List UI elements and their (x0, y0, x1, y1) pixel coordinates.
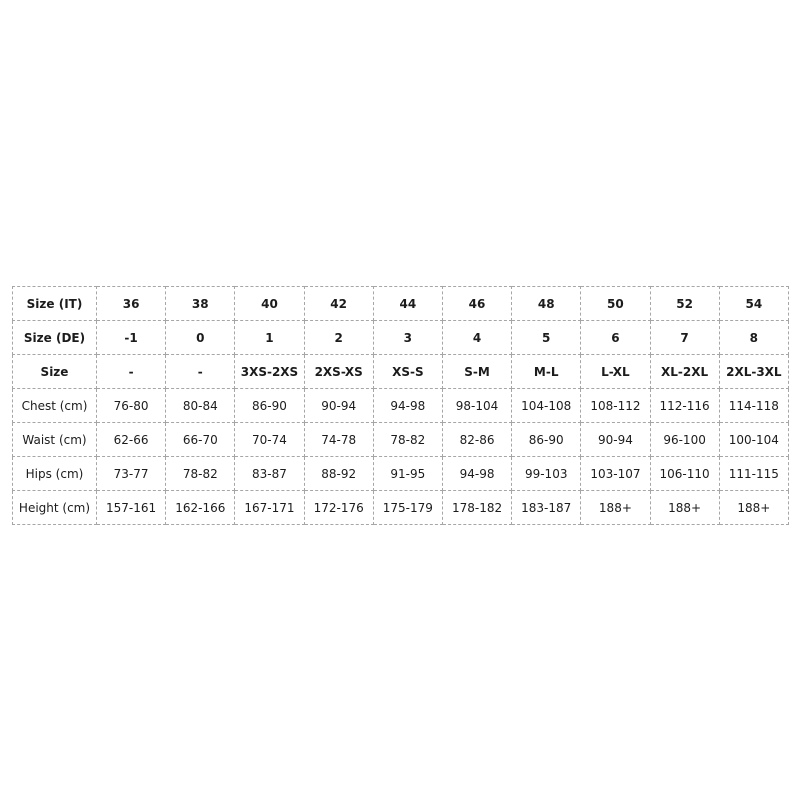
table-cell: XL-2XL (649, 354, 720, 389)
table-cell: 8 (718, 320, 790, 355)
table-cell: XS-S (372, 354, 443, 389)
table-cell: 90-94 (303, 388, 374, 423)
row-label: Hips (cm) (12, 456, 97, 491)
table-cell: 70-74 (234, 422, 305, 457)
table-cell: 178-182 (441, 490, 513, 525)
table-cell: 167-171 (234, 490, 305, 525)
size-chart-container: Size (IT) 36 38 40 42 44 46 48 50 52 54 Size (DE) -1… (12, 286, 790, 525)
table-cell: 66-70 (165, 422, 236, 457)
table-cell: 76-80 (95, 388, 167, 423)
table-cell: 3XS-2XS (234, 354, 305, 389)
table-cell: M-L (511, 354, 582, 389)
table-cell: 91-95 (372, 456, 443, 491)
table-cell: 188+ (580, 490, 651, 525)
row-label: Size (DE) (12, 320, 97, 355)
table-cell: 6 (580, 320, 651, 355)
table-cell: 78-82 (165, 456, 236, 491)
table-cell: 62-66 (95, 422, 167, 457)
table-cell: 103-107 (580, 456, 651, 491)
table-cell: 100-104 (718, 422, 790, 457)
table-cell: 104-108 (511, 388, 582, 423)
row-label: Size (12, 354, 97, 389)
row-label: Waist (cm) (12, 422, 97, 457)
table-cell: 5 (511, 320, 582, 355)
table-cell: 73-77 (95, 456, 167, 491)
table-cell: 94-98 (372, 388, 443, 423)
table-cell: 80-84 (165, 388, 236, 423)
size-table-body: Size (IT) 36 38 40 42 44 46 48 50 52 54 Size (DE) -1… (12, 286, 790, 525)
table-row: Chest (cm) 76-80 80-84 86-90 90-94 94-98 98-10… (12, 388, 790, 423)
table-cell: 78-82 (372, 422, 443, 457)
table-cell: 74-78 (303, 422, 374, 457)
table-row: Height (cm) 157-161 162-166 167-171 172-176 1… (12, 490, 790, 525)
table-cell: 36 (95, 286, 167, 321)
table-cell: 52 (649, 286, 720, 321)
table-cell: - (165, 354, 236, 389)
table-cell: 48 (511, 286, 582, 321)
table-cell: 157-161 (95, 490, 167, 525)
table-cell: -1 (95, 320, 167, 355)
table-cell: 175-179 (372, 490, 443, 525)
table-cell: 42 (303, 286, 374, 321)
size-chart-table: Size (IT) 36 38 40 42 44 46 48 50 52 54 Size (DE) -1… (12, 286, 790, 525)
table-cell: 111-115 (718, 456, 790, 491)
table-cell: 86-90 (234, 388, 305, 423)
table-cell: 44 (372, 286, 443, 321)
table-cell: 82-86 (441, 422, 513, 457)
table-cell: 99-103 (511, 456, 582, 491)
row-label: Chest (cm) (12, 388, 97, 423)
table-cell: 183-187 (511, 490, 582, 525)
row-label: Height (cm) (12, 490, 97, 525)
table-cell: 172-176 (303, 490, 374, 525)
table-cell: 96-100 (649, 422, 720, 457)
table-cell: 0 (165, 320, 236, 355)
table-cell: 98-104 (441, 388, 513, 423)
table-cell: 114-118 (718, 388, 790, 423)
table-cell: 188+ (649, 490, 720, 525)
table-cell: 88-92 (303, 456, 374, 491)
table-cell: 94-98 (441, 456, 513, 491)
table-cell: 38 (165, 286, 236, 321)
table-cell: 86-90 (511, 422, 582, 457)
table-cell: 2XL-3XL (718, 354, 790, 389)
table-row: Waist (cm) 62-66 66-70 70-74 74-78 78-82 82-86… (12, 422, 790, 457)
table-cell: S-M (441, 354, 513, 389)
table-cell: L-XL (580, 354, 651, 389)
table-row: Hips (cm) 73-77 78-82 83-87 88-92 91-95 94-98 9… (12, 456, 790, 491)
table-row: Size - -3XS-2XS 2XS-XS XS-S S-M M-L L-XL XL-2XL 2… (12, 354, 790, 389)
table-row: Size (IT) 36 38 40 42 44 46 48 50 52 54 (12, 286, 790, 321)
table-cell: 2XS-XS (303, 354, 374, 389)
table-cell: 108-112 (580, 388, 651, 423)
table-cell: 188+ (718, 490, 790, 525)
table-cell: 4 (441, 320, 513, 355)
table-cell: 7 (649, 320, 720, 355)
table-cell: - (95, 354, 167, 389)
table-cell: 106-110 (649, 456, 720, 491)
row-label: Size (IT) (12, 286, 97, 321)
table-cell: 112-116 (649, 388, 720, 423)
table-cell: 90-94 (580, 422, 651, 457)
table-cell: 46 (441, 286, 513, 321)
table-cell: 3 (372, 320, 443, 355)
table-cell: 2 (303, 320, 374, 355)
table-cell: 50 (580, 286, 651, 321)
table-cell: 1 (234, 320, 305, 355)
table-cell: 40 (234, 286, 305, 321)
table-cell: 54 (718, 286, 790, 321)
table-cell: 162-166 (165, 490, 236, 525)
table-cell: 83-87 (234, 456, 305, 491)
table-row: Size (DE) -1 0 1 2 3 4 5 6 7 8 (12, 320, 790, 355)
